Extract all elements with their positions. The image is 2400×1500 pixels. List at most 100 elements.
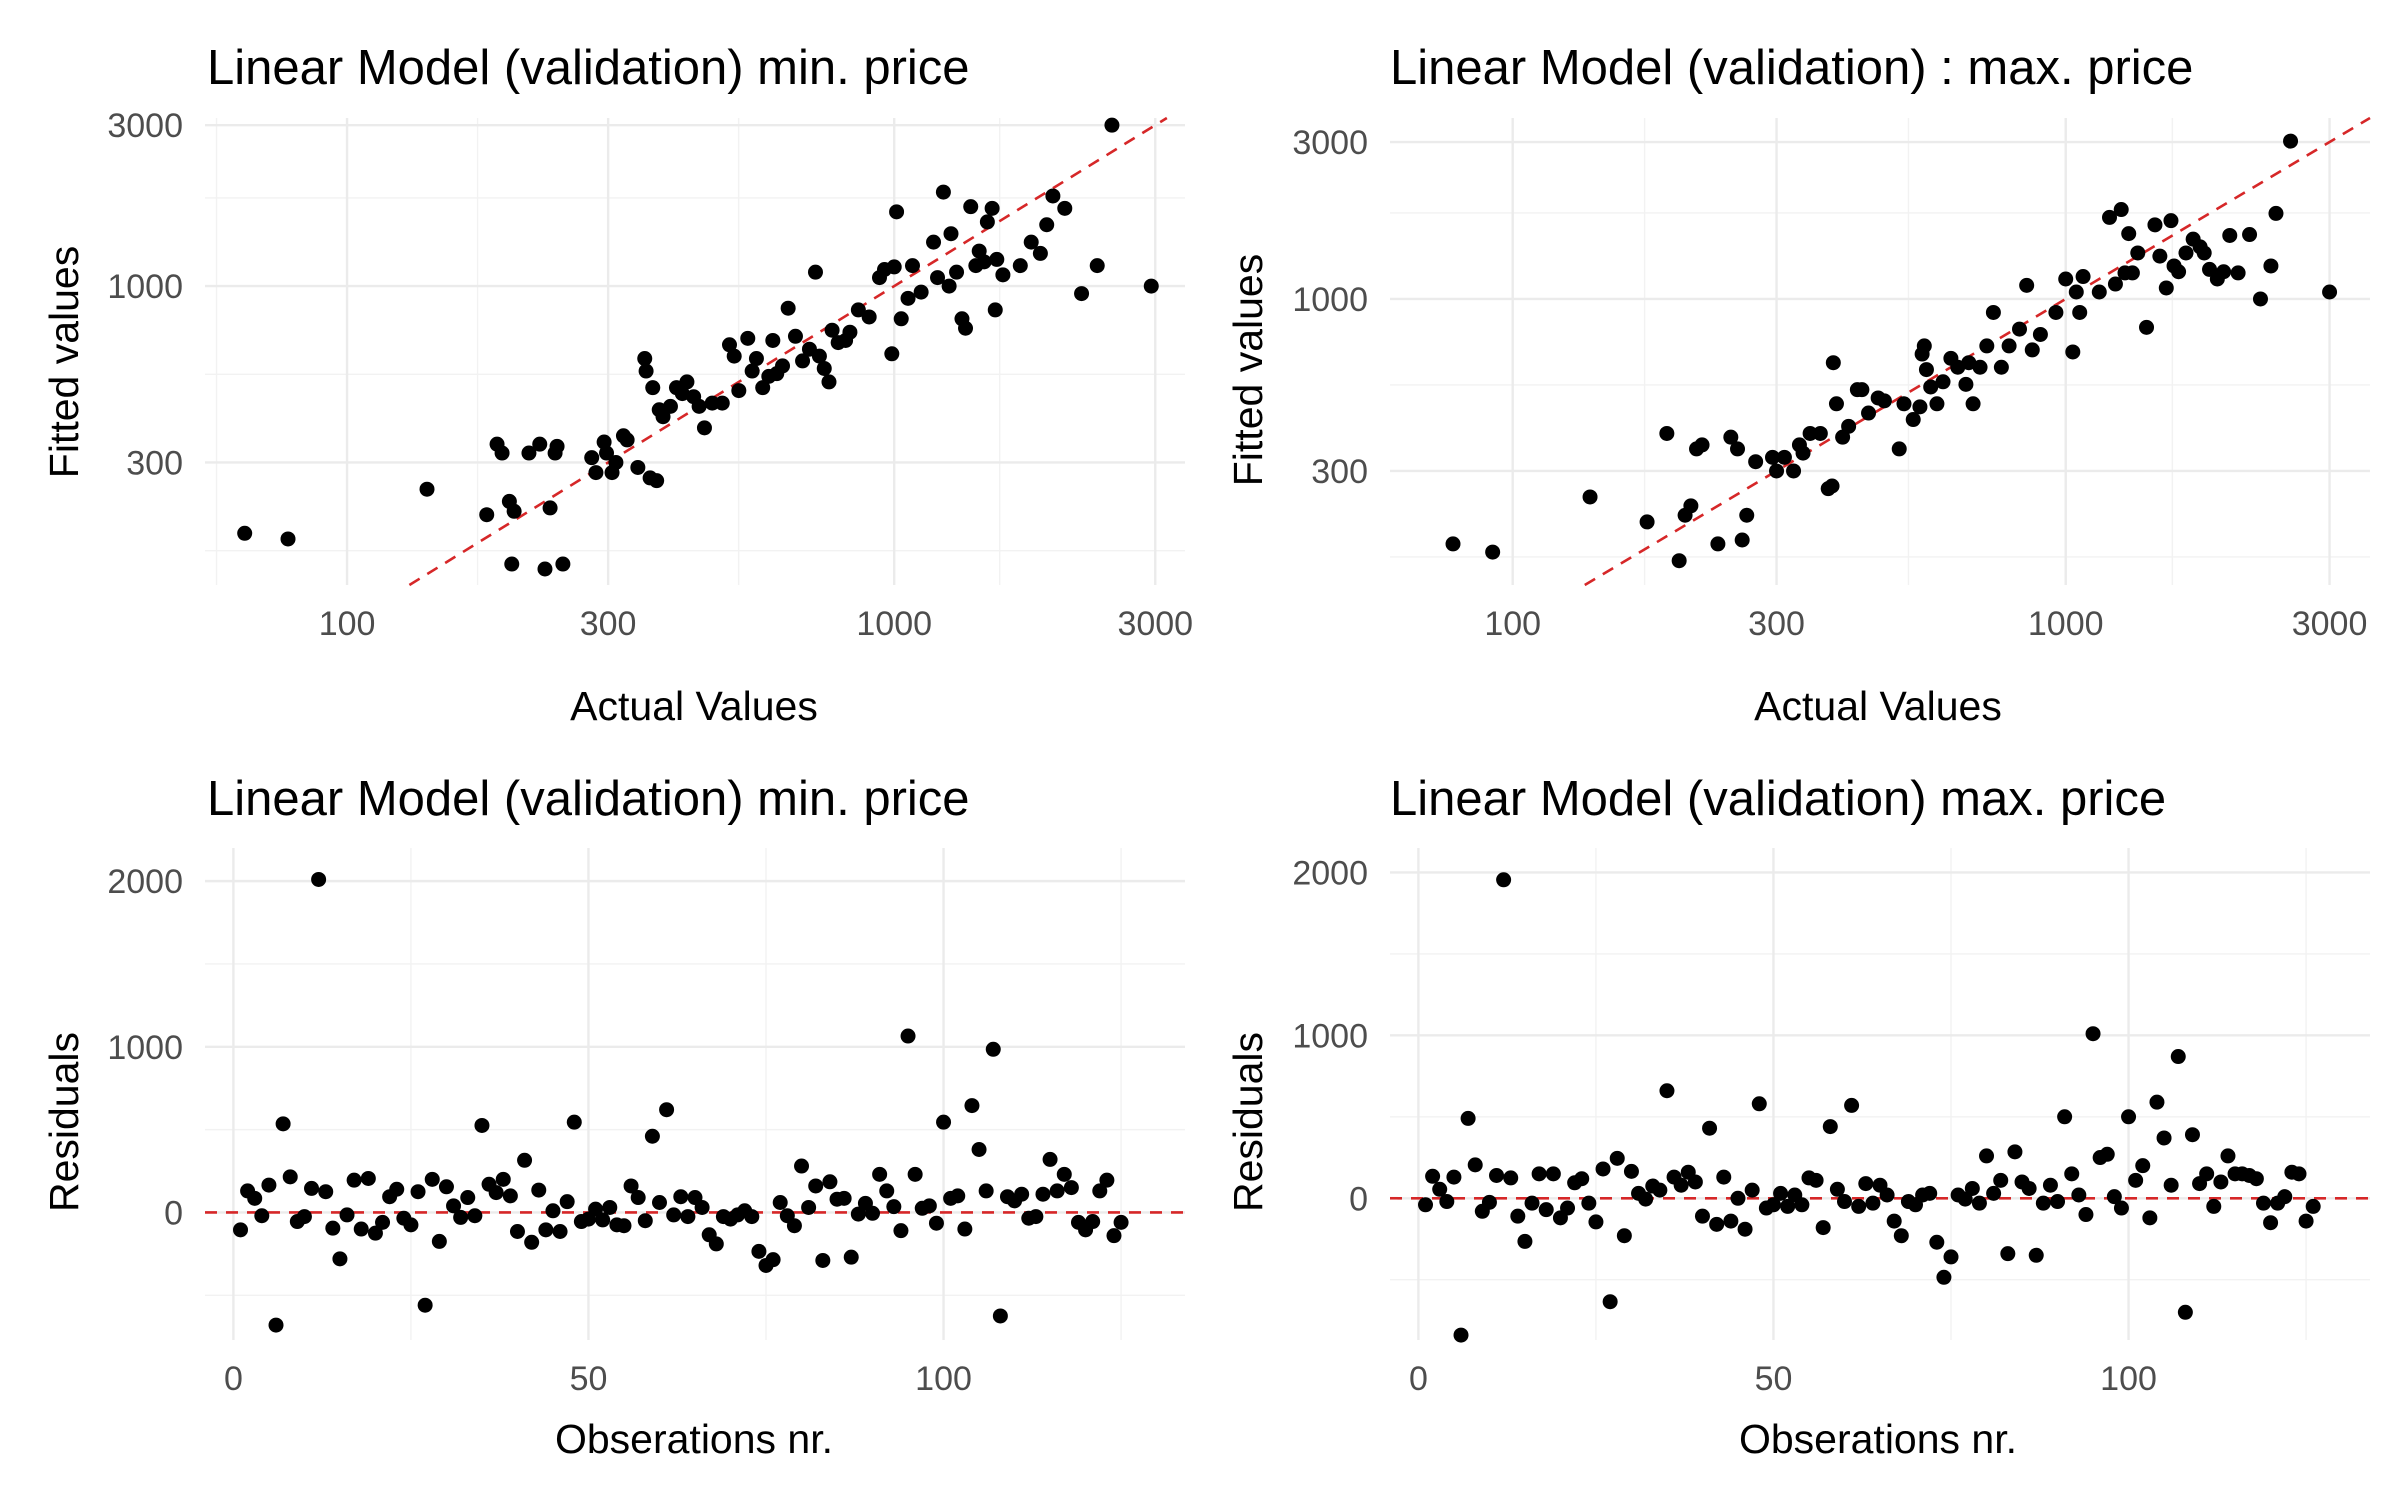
panel-1-data-point [638,363,654,379]
panel-2-data-point [1723,429,1739,445]
panel-2-data-point [2268,205,2284,221]
panel-4-data-point [1467,1157,1483,1173]
panel-3-data-point [431,1233,447,1249]
panel-2-data-point [2152,248,2168,264]
panel-4-data-point [1723,1213,1739,1229]
panel-2: Linear Model (validation) : max. price 1… [1225,41,2371,729]
panel-2-data-point [1639,514,1655,530]
panel-2-data-point [2065,344,2081,360]
panel-4-data-point [1858,1176,1874,1192]
panel-2-data-point [1683,498,1699,514]
panel-4-data-point [1595,1161,1611,1177]
panel-4-data-point [2113,1200,2129,1216]
panel-4-data-point [1545,1166,1561,1182]
panel-4-data-point [2085,1026,2101,1042]
panel-2-data-point [1582,489,1598,505]
panel-4-y-axis-title: Residuals [1225,1032,1271,1212]
panel-1-data-point [886,259,902,275]
panel-1-data-point [926,234,942,250]
panel-1-data-point [1039,217,1055,233]
panel-3-data-point [843,1249,859,1265]
panel-3-data-point [588,1201,604,1217]
panel-4-x-tick-label: 100 [2100,1360,2157,1398]
panel-3-data-point [375,1214,391,1230]
panel-4-data-point [1893,1228,1909,1244]
panel-4-data-point [1673,1177,1689,1193]
panel-1-data-point [649,473,665,489]
panel-3-data-point [346,1172,362,1188]
panel-4-data-point [1716,1169,1732,1185]
panel-3-data-point [304,1180,320,1196]
panel-2-y-tick-label: 300 [1311,453,1368,491]
panel-2-y-tick-label: 1000 [1292,281,1368,319]
panel-4-data-point [1425,1168,1441,1184]
panel-3-data-point [268,1317,284,1333]
panel-4-data-point [2064,1166,2080,1182]
panel-2-data-point [1734,532,1750,548]
panel-2-data-point [2075,269,2091,285]
panel-2-x-tick-label: 100 [1484,605,1541,643]
panel-4-data-point [2298,1213,2314,1229]
panel-1-data-point [1104,117,1120,133]
panel-2-data-point [1769,463,1785,479]
panel-1-data-point [780,300,796,316]
panel-2-data-point [1876,393,1892,409]
panel-3-y-tick-label: 0 [164,1194,183,1232]
panel-1-data-point [506,503,522,519]
panel-3-data-point [815,1252,831,1268]
panel-1-data-point [958,320,974,336]
panel-3-data-point [872,1166,888,1182]
panel-1-data-point [807,264,823,280]
panel-4-data-point [2042,1177,2058,1193]
panel-1-data-point [943,226,959,242]
panel-2-data-point [2072,304,2088,320]
panel-1-data-point [479,507,495,523]
panel-2-data-point [2196,245,2212,261]
panel-3-data-point [488,1185,504,1201]
panel-3-data-point [275,1116,291,1132]
panel-3-data-point [616,1218,632,1234]
panel-2-data-point [1786,463,1802,479]
panel-3-data-point [886,1199,902,1215]
panel-1-data-point [775,358,791,374]
panel-2-data-point [1916,338,1932,354]
panel-3-data-point [1035,1186,1051,1202]
panel-2-data-point [2102,209,2117,225]
panel-1-data-point [721,337,737,353]
panel-2-data-point [1841,418,1857,434]
panel-2-data-point [1985,304,2001,320]
panel-3-data-point [673,1189,689,1205]
panel-2-data-point [1979,338,1995,354]
panel-3-data-point [950,1188,966,1204]
panel-1-x-tick-label: 300 [580,605,637,643]
panel-4-data-point [1489,1167,1505,1183]
panel-2-data-point [1965,396,1981,412]
panel-2-data-point [1812,425,1828,441]
panel-4-y-tick-label: 1000 [1292,1017,1368,1055]
panel-1-data-point [419,481,435,497]
panel-4-data-point [2149,1094,2165,1110]
panel-4-data-point [2099,1146,2115,1162]
panel-3-data-point [1092,1183,1108,1199]
panel-3-data-point [928,1215,944,1231]
panel-4-data-point [2142,1210,2158,1226]
panel-3-data-point [651,1195,667,1211]
panel-4-data-point [1652,1182,1668,1198]
panel-3-data-point [296,1209,312,1225]
panel-4-data-point [1737,1221,1753,1237]
panel-1-data-point [1074,286,1090,302]
panel-1-data-point [984,200,1000,216]
panel-1-data-point [280,531,296,547]
panel-3-data-point [808,1178,824,1194]
panel-3-data-point [524,1234,540,1250]
panel-3-data-point [325,1220,341,1236]
panel-3-data-point [1049,1183,1065,1199]
panel-1-data-point [521,445,537,461]
panel-1-x-axis-title: Actual Values [570,683,818,729]
panel-4-x-tick-label: 50 [1755,1360,1793,1398]
panel-3-data-point [446,1198,462,1214]
panel-1-data-point [726,348,742,364]
panel-3-data-point [659,1102,675,1118]
panel-1-data-point [714,395,730,411]
panel-3-data-point [410,1184,426,1200]
